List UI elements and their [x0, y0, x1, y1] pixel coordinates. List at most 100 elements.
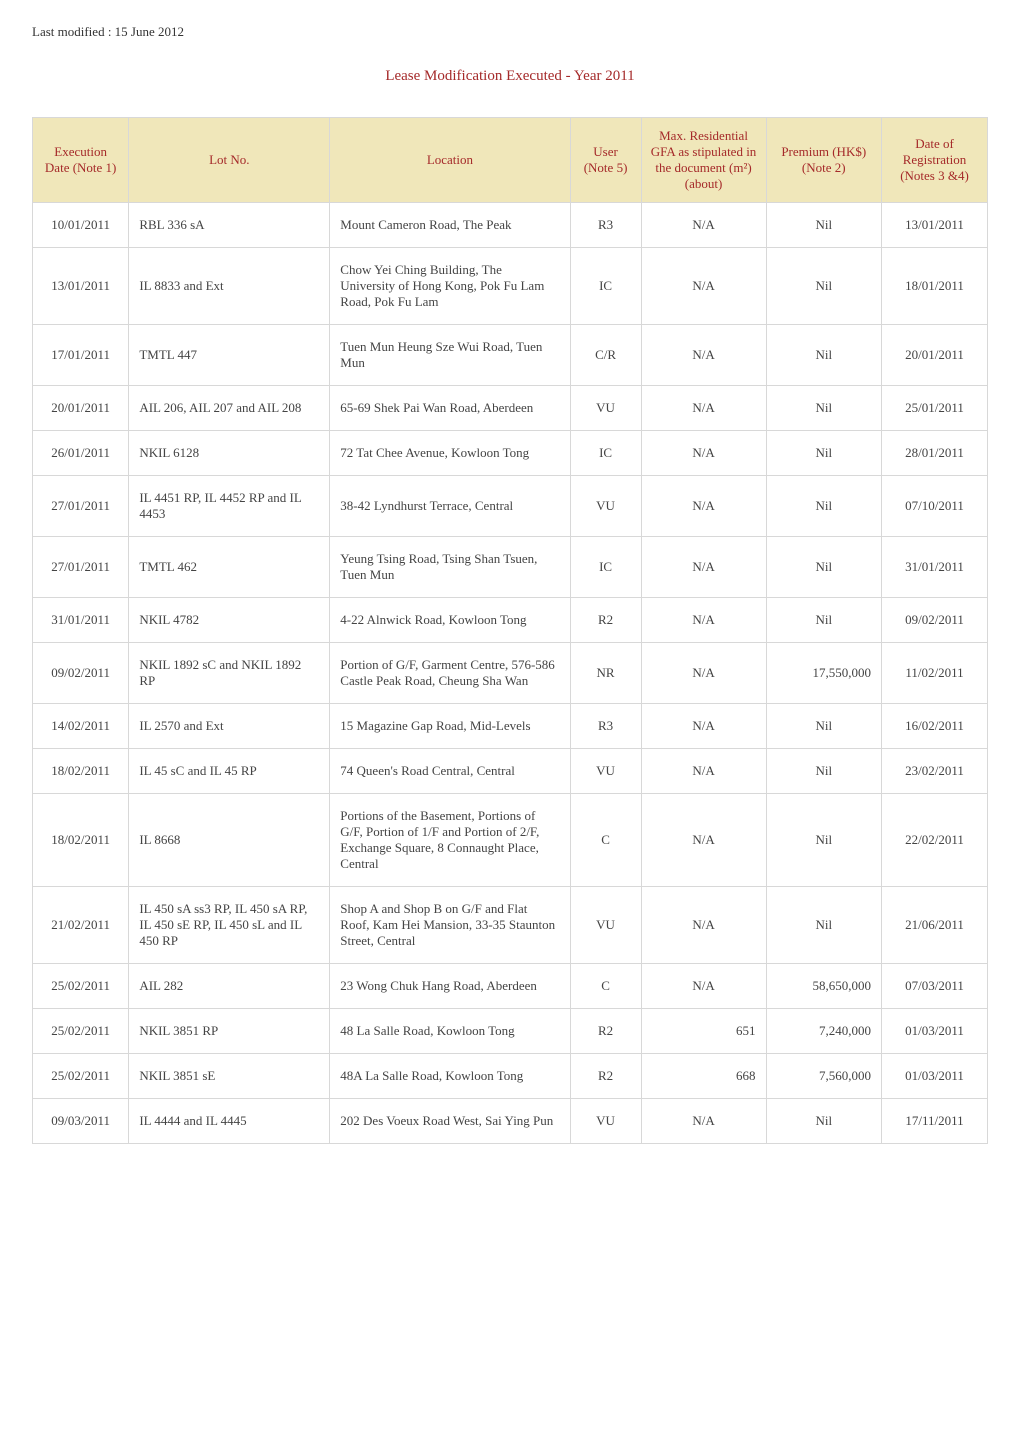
cell-exec: 09/03/2011 — [33, 1099, 129, 1144]
cell-reg: 11/02/2011 — [882, 643, 988, 704]
cell-lot: IL 4444 and IL 4445 — [129, 1099, 330, 1144]
cell-gfa: 668 — [641, 1054, 766, 1099]
cell-lot: IL 2570 and Ext — [129, 704, 330, 749]
cell-location: 74 Queen's Road Central, Central — [330, 749, 570, 794]
cell-premium: 58,650,000 — [766, 964, 882, 1009]
cell-location: Yeung Tsing Road, Tsing Shan Tsuen, Tuen… — [330, 537, 570, 598]
cell-premium: 7,240,000 — [766, 1009, 882, 1054]
cell-gfa: N/A — [641, 964, 766, 1009]
cell-exec: 27/01/2011 — [33, 537, 129, 598]
cell-user: VU — [570, 749, 641, 794]
cell-exec: 25/02/2011 — [33, 964, 129, 1009]
table-row: 25/02/2011NKIL 3851 RP48 La Salle Road, … — [33, 1009, 988, 1054]
cell-gfa: N/A — [641, 598, 766, 643]
cell-gfa: N/A — [641, 431, 766, 476]
cell-location: Portions of the Basement, Portions of G/… — [330, 794, 570, 887]
cell-exec: 26/01/2011 — [33, 431, 129, 476]
cell-location: 15 Magazine Gap Road, Mid-Levels — [330, 704, 570, 749]
cell-location: 4-22 Alnwick Road, Kowloon Tong — [330, 598, 570, 643]
cell-lot: RBL 336 sA — [129, 203, 330, 248]
table-row: 17/01/2011TMTL 447Tuen Mun Heung Sze Wui… — [33, 325, 988, 386]
cell-exec: 13/01/2011 — [33, 248, 129, 325]
cell-exec: 10/01/2011 — [33, 203, 129, 248]
cell-premium: Nil — [766, 598, 882, 643]
cell-reg: 01/03/2011 — [882, 1009, 988, 1054]
table-body: 10/01/2011RBL 336 sAMount Cameron Road, … — [33, 203, 988, 1144]
table-row: 10/01/2011RBL 336 sAMount Cameron Road, … — [33, 203, 988, 248]
cell-user: C — [570, 964, 641, 1009]
cell-location: Mount Cameron Road, The Peak — [330, 203, 570, 248]
cell-premium: Nil — [766, 1099, 882, 1144]
cell-gfa: N/A — [641, 643, 766, 704]
cell-lot: IL 8668 — [129, 794, 330, 887]
column-header-reg: Date of Registration (Notes 3 &4) — [882, 118, 988, 203]
cell-lot: IL 45 sC and IL 45 RP — [129, 749, 330, 794]
table-row: 13/01/2011IL 8833 and ExtChow Yei Ching … — [33, 248, 988, 325]
cell-user: VU — [570, 887, 641, 964]
cell-premium: Nil — [766, 248, 882, 325]
cell-user: R2 — [570, 1009, 641, 1054]
cell-gfa: N/A — [641, 704, 766, 749]
table-row: 27/01/2011IL 4451 RP, IL 4452 RP and IL … — [33, 476, 988, 537]
cell-lot: IL 8833 and Ext — [129, 248, 330, 325]
cell-reg: 23/02/2011 — [882, 749, 988, 794]
table-row: 09/02/2011NKIL 1892 sC and NKIL 1892 RPP… — [33, 643, 988, 704]
cell-reg: 22/02/2011 — [882, 794, 988, 887]
cell-premium: Nil — [766, 386, 882, 431]
cell-premium: Nil — [766, 887, 882, 964]
cell-premium: Nil — [766, 794, 882, 887]
column-header-gfa: Max. Residential GFA as stipulated in th… — [641, 118, 766, 203]
cell-user: NR — [570, 643, 641, 704]
cell-location: 38-42 Lyndhurst Terrace, Central — [330, 476, 570, 537]
column-header-user: User (Note 5) — [570, 118, 641, 203]
cell-reg: 16/02/2011 — [882, 704, 988, 749]
cell-reg: 25/01/2011 — [882, 386, 988, 431]
cell-user: IC — [570, 431, 641, 476]
cell-reg: 20/01/2011 — [882, 325, 988, 386]
cell-premium: Nil — [766, 749, 882, 794]
table-row: 26/01/2011NKIL 612872 Tat Chee Avenue, K… — [33, 431, 988, 476]
table-row: 25/02/2011NKIL 3851 sE48A La Salle Road,… — [33, 1054, 988, 1099]
table-row: 18/02/2011IL 8668Portions of the Basemen… — [33, 794, 988, 887]
cell-gfa: N/A — [641, 1099, 766, 1144]
cell-reg: 07/10/2011 — [882, 476, 988, 537]
cell-reg: 09/02/2011 — [882, 598, 988, 643]
cell-exec: 18/02/2011 — [33, 794, 129, 887]
cell-user: R3 — [570, 203, 641, 248]
cell-lot: NKIL 4782 — [129, 598, 330, 643]
cell-reg: 01/03/2011 — [882, 1054, 988, 1099]
column-header-exec: Execution Date (Note 1) — [33, 118, 129, 203]
cell-lot: AIL 282 — [129, 964, 330, 1009]
table-row: 18/02/2011IL 45 sC and IL 45 RP74 Queen'… — [33, 749, 988, 794]
cell-exec: 25/02/2011 — [33, 1009, 129, 1054]
cell-location: Tuen Mun Heung Sze Wui Road, Tuen Mun — [330, 325, 570, 386]
column-header-location: Location — [330, 118, 570, 203]
table-row: 21/02/2011IL 450 sA ss3 RP, IL 450 sA RP… — [33, 887, 988, 964]
cell-gfa: N/A — [641, 749, 766, 794]
cell-location: Portion of G/F, Garment Centre, 576-586 … — [330, 643, 570, 704]
cell-location: 72 Tat Chee Avenue, Kowloon Tong — [330, 431, 570, 476]
cell-lot: AIL 206, AIL 207 and AIL 208 — [129, 386, 330, 431]
cell-lot: NKIL 1892 sC and NKIL 1892 RP — [129, 643, 330, 704]
cell-location: Chow Yei Ching Building, The University … — [330, 248, 570, 325]
cell-location: 48A La Salle Road, Kowloon Tong — [330, 1054, 570, 1099]
page-title: Lease Modification Executed - Year 2011 — [32, 68, 988, 85]
cell-location: 65-69 Shek Pai Wan Road, Aberdeen — [330, 386, 570, 431]
cell-premium: Nil — [766, 431, 882, 476]
column-header-lot: Lot No. — [129, 118, 330, 203]
cell-lot: IL 450 sA ss3 RP, IL 450 sA RP, IL 450 s… — [129, 887, 330, 964]
cell-premium: Nil — [766, 476, 882, 537]
cell-exec: 31/01/2011 — [33, 598, 129, 643]
cell-premium: Nil — [766, 325, 882, 386]
cell-user: VU — [570, 1099, 641, 1144]
cell-reg: 17/11/2011 — [882, 1099, 988, 1144]
table-header: Execution Date (Note 1)Lot No.LocationUs… — [33, 118, 988, 203]
table-row: 20/01/2011AIL 206, AIL 207 and AIL 20865… — [33, 386, 988, 431]
cell-user: R2 — [570, 598, 641, 643]
cell-gfa: N/A — [641, 794, 766, 887]
cell-exec: 09/02/2011 — [33, 643, 129, 704]
table-row: 25/02/2011AIL 28223 Wong Chuk Hang Road,… — [33, 964, 988, 1009]
cell-reg: 31/01/2011 — [882, 537, 988, 598]
cell-location: 202 Des Voeux Road West, Sai Ying Pun — [330, 1099, 570, 1144]
cell-exec: 14/02/2011 — [33, 704, 129, 749]
